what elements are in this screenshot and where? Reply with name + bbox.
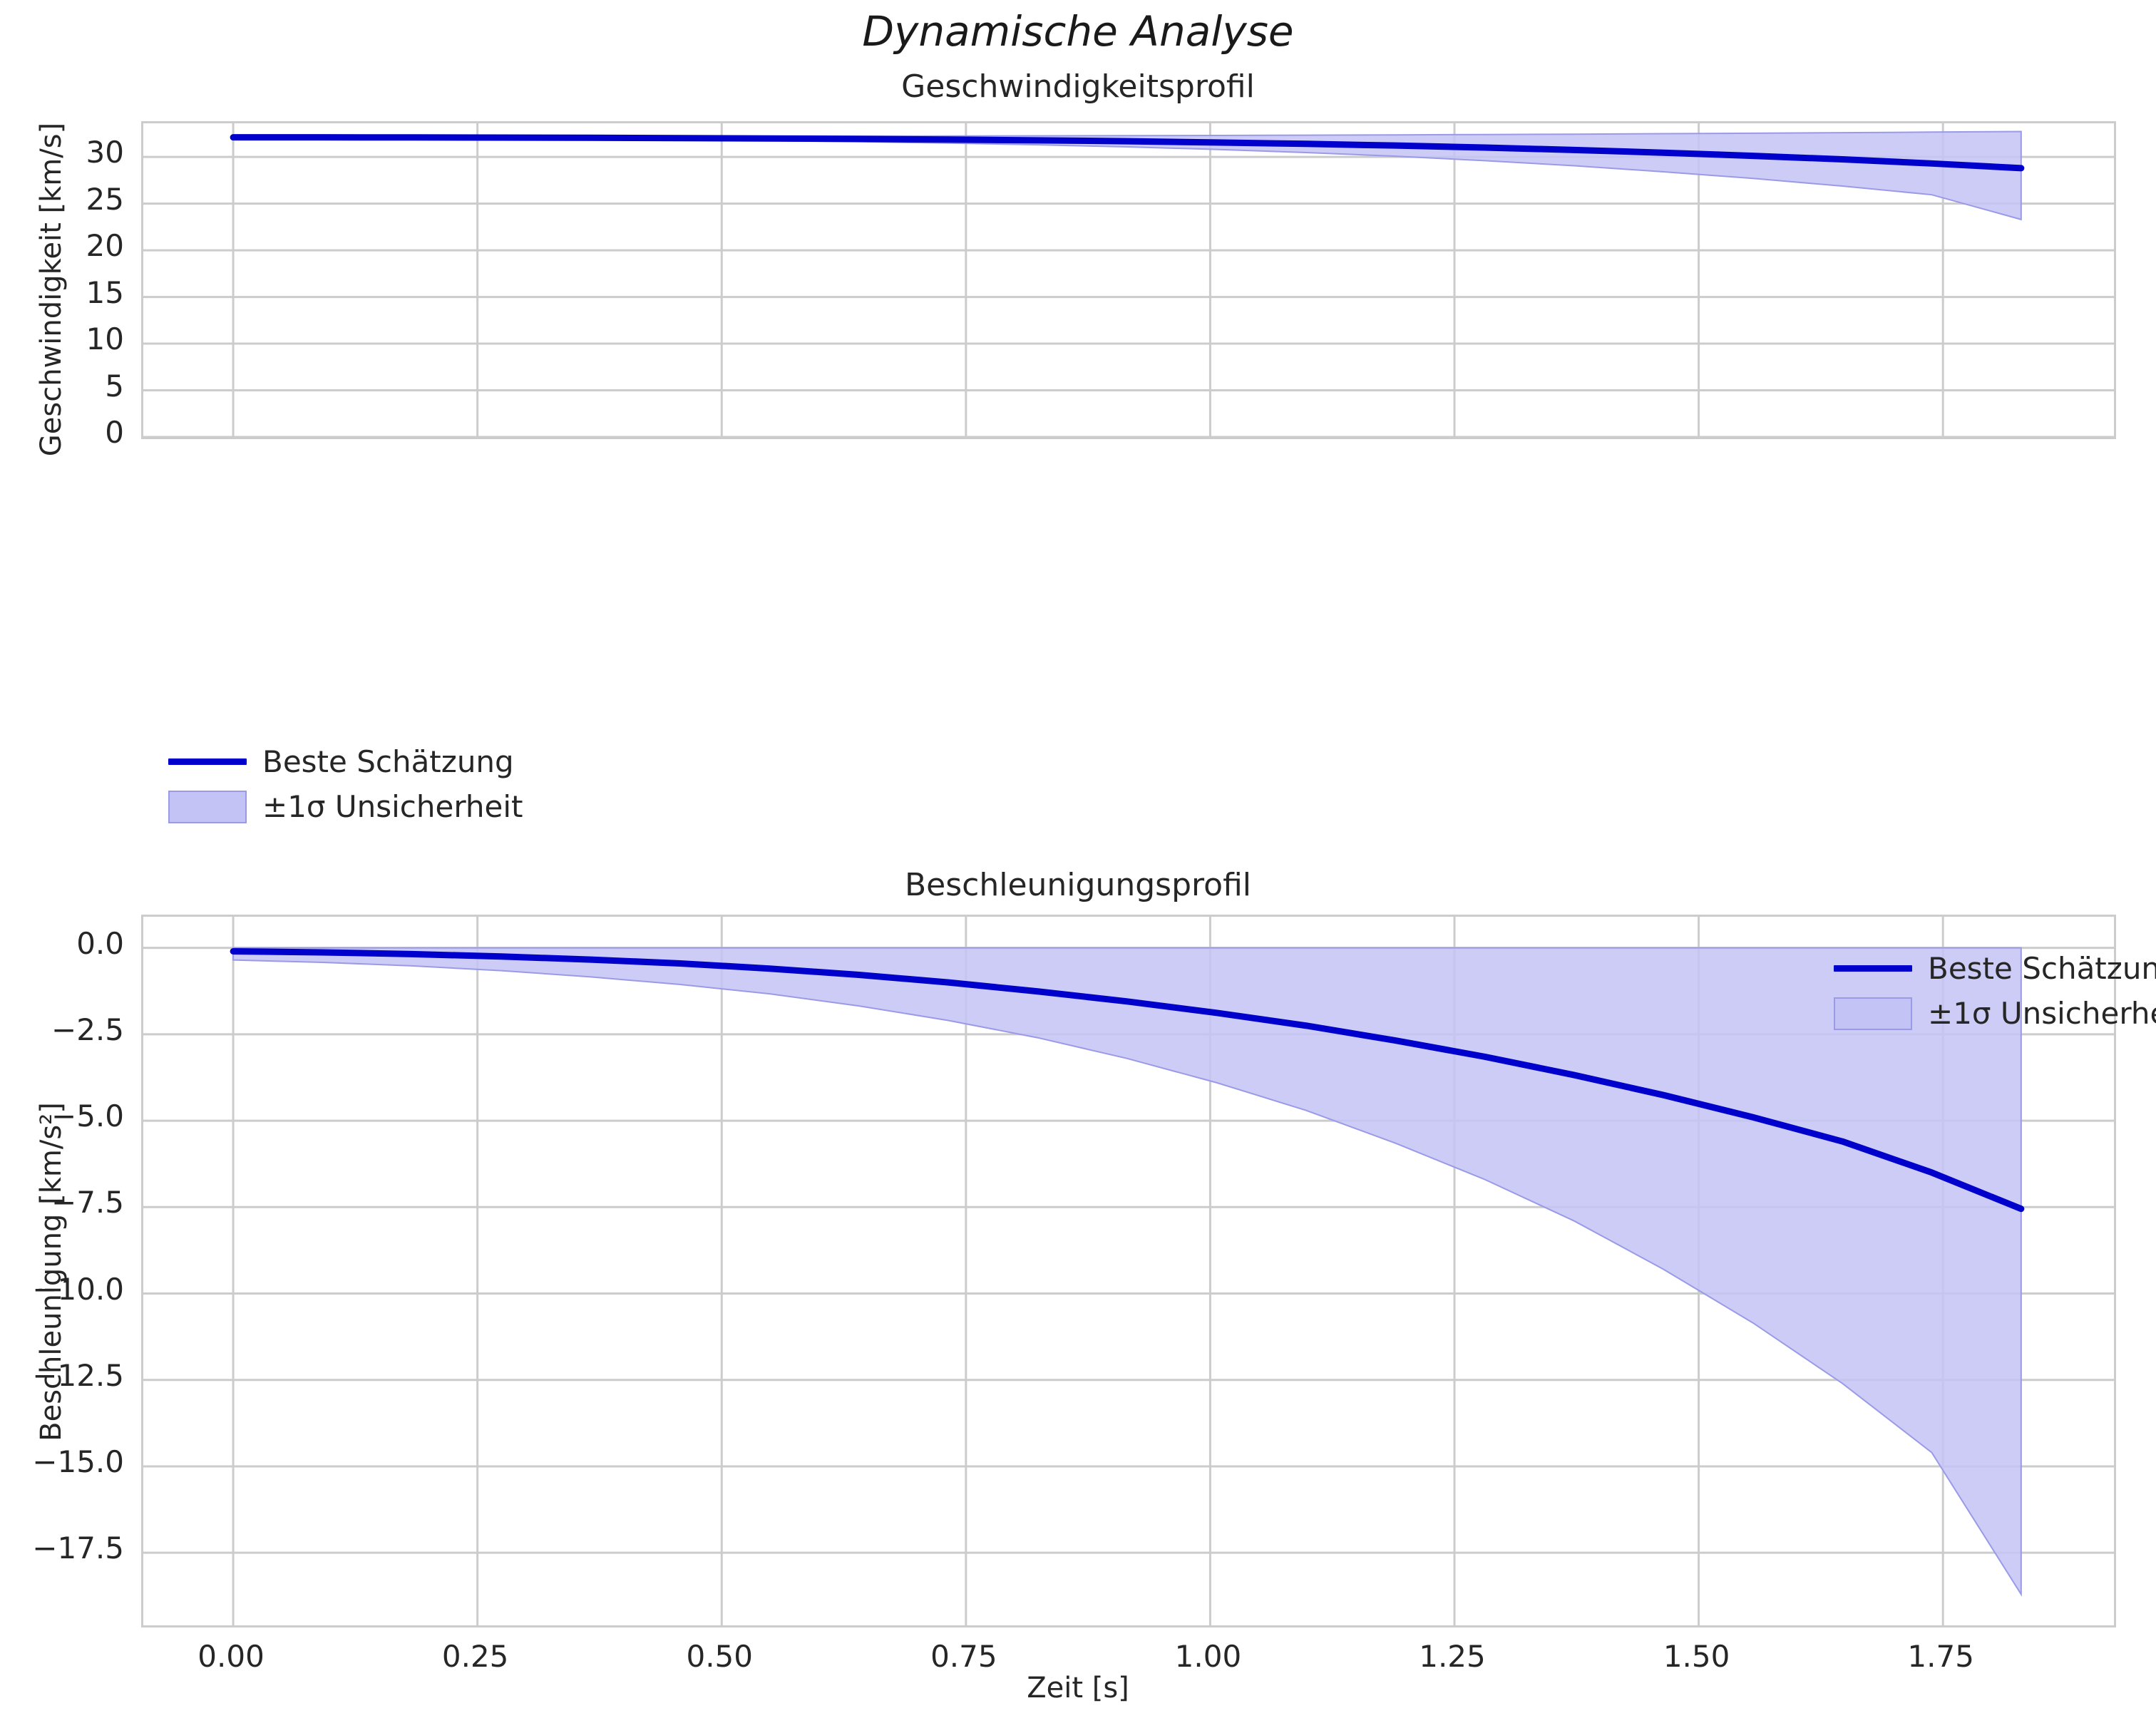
y-tick-label: 20 xyxy=(86,228,124,264)
legend-velocity: Beste Schätzung ±1σ Unsicherheit xyxy=(167,741,524,827)
x-tick-label: 1.00 xyxy=(1174,1639,1242,1674)
legend-acceleration: Beste Schätzung ±1σ Unsicherheit xyxy=(1832,948,2156,1034)
y-tick-label: −7.5 xyxy=(51,1185,124,1220)
plot-area-acceleration xyxy=(141,915,2116,1627)
y-tick-label: −15.0 xyxy=(32,1444,124,1479)
y-tick-label: −5.0 xyxy=(51,1099,124,1134)
axes-title-acceleration: Beschleunigungsprofil xyxy=(904,867,1252,903)
acceleration-plot-svg xyxy=(143,917,2114,1625)
legend-line-swatch xyxy=(1834,965,1912,972)
y-tick-label: 15 xyxy=(86,274,124,310)
plot-area-velocity xyxy=(141,121,2116,439)
y-tick-label: 0.0 xyxy=(76,925,124,961)
legend-line-label: Beste Schätzung xyxy=(262,744,514,779)
velocity-plot-svg xyxy=(143,123,2114,437)
x-tick-label: 0.50 xyxy=(686,1639,753,1674)
legend-entry-band[interactable]: ±1σ Unsicherheit xyxy=(1834,996,2156,1031)
legend-line-swatch xyxy=(168,758,247,765)
y-tick-label: 10 xyxy=(86,322,124,357)
legend-band-swatch xyxy=(168,790,247,823)
y-tick-label: 25 xyxy=(86,181,124,217)
legend-band-label: ±1σ Unsicherheit xyxy=(1928,996,2156,1031)
x-tick-label: 1.50 xyxy=(1663,1639,1730,1674)
legend-entry-line[interactable]: Beste Schätzung xyxy=(168,744,523,779)
legend-entry-band[interactable]: ±1σ Unsicherheit xyxy=(168,789,523,824)
y-tick-label: −17.5 xyxy=(32,1531,124,1566)
legend-entry-line[interactable]: Beste Schätzung xyxy=(1834,951,2156,986)
y-tick-label: 5 xyxy=(105,368,124,403)
legend-band-label: ±1σ Unsicherheit xyxy=(262,789,523,824)
x-tick-label: 0.25 xyxy=(441,1639,509,1674)
y-tick-label: −12.5 xyxy=(32,1357,124,1393)
legend-line-label: Beste Schätzung xyxy=(1928,951,2156,986)
x-axis-label: Zeit [s] xyxy=(1027,1672,1129,1704)
y-tick-label: −10.0 xyxy=(32,1271,124,1307)
figure-suptitle: Dynamische Analyse xyxy=(862,7,1294,56)
legend-band-swatch xyxy=(1834,997,1912,1030)
x-tick-label: 1.75 xyxy=(1907,1639,1974,1674)
y-tick-label: −2.5 xyxy=(51,1012,124,1047)
x-tick-label: 0.00 xyxy=(197,1639,265,1674)
y-tick-label: 30 xyxy=(86,135,124,170)
y-tick-label: 0 xyxy=(105,415,124,450)
x-tick-label: 0.75 xyxy=(930,1639,997,1674)
x-tick-label: 1.25 xyxy=(1419,1639,1486,1674)
axes-title-velocity: Geschwindigkeitsprofil xyxy=(901,68,1255,105)
